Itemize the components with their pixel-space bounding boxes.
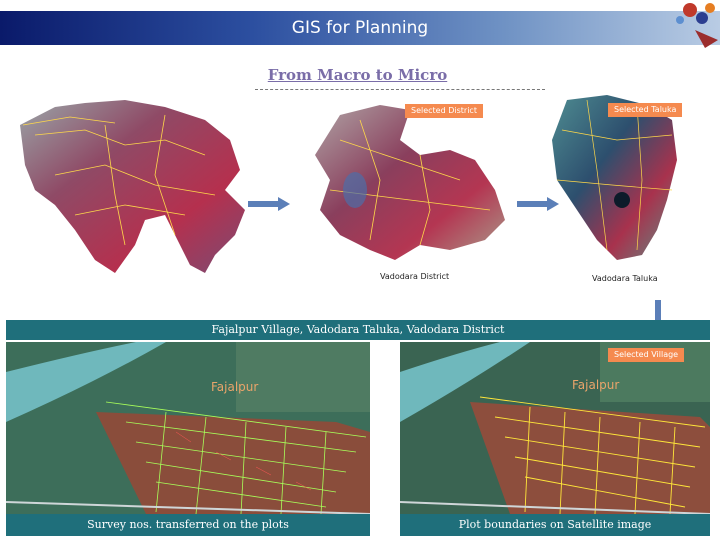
logo-icon xyxy=(676,3,718,48)
left-image-caption: Survey nos. transferred on the plots xyxy=(6,514,370,536)
selected-taluka-label: Selected Taluka xyxy=(608,103,683,117)
village-satellite-image: Fajalpur xyxy=(400,342,710,514)
section-title: From Macro to Micro xyxy=(267,66,448,84)
taluka-map xyxy=(552,95,677,260)
village-name-left: Fajalpur xyxy=(211,380,259,394)
village-survey-image: Fajalpur xyxy=(6,342,370,514)
state-map xyxy=(20,100,245,273)
title-bar xyxy=(0,11,720,45)
selected-district-label: Selected District xyxy=(405,104,483,118)
page-title: GIS for Planning xyxy=(291,18,429,38)
taluka-caption: Vadodara Taluka xyxy=(592,274,658,283)
district-map xyxy=(315,105,505,260)
district-caption: Vadodara District xyxy=(380,272,450,281)
location-band xyxy=(6,320,710,340)
village-name-right: Fajalpur xyxy=(572,378,620,392)
location-band-text: Fajalpur Village, Vadodara Taluka, Vadod… xyxy=(211,323,505,336)
right-image-caption: Plot boundaries on Satellite image xyxy=(400,514,710,536)
selected-village-label: Selected Village xyxy=(608,348,685,362)
dashed-divider xyxy=(255,89,545,90)
arrow-right-icon xyxy=(517,197,559,211)
arrow-right-icon xyxy=(248,197,290,211)
